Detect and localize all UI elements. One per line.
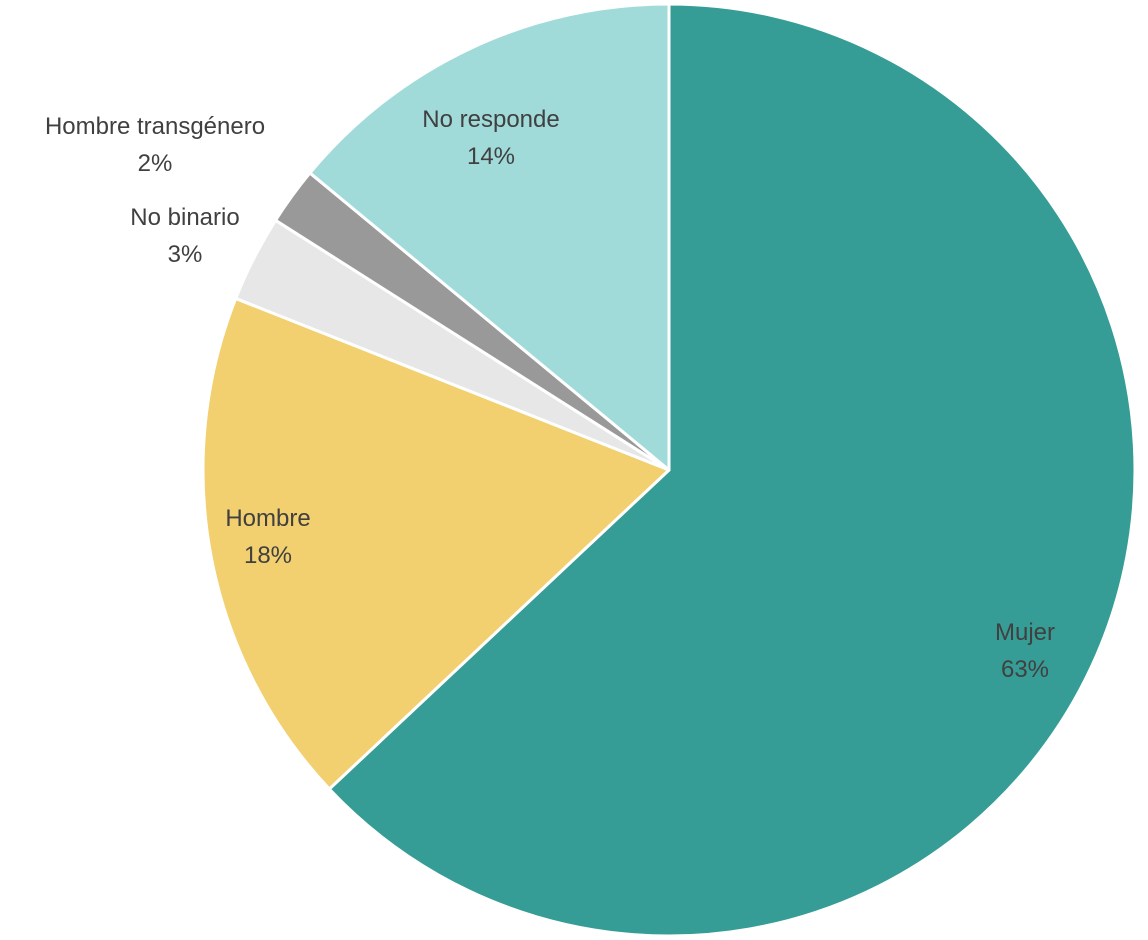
pie-slice-no-responde [308, 2, 671, 472]
pie-labels: Mujer 63% Hombre 18% No binario 3% Hombre tran… [45, 106, 1055, 683]
slice-label-no-responde: No responde [422, 106, 559, 133]
slice-percent-hombre: 18% [244, 542, 292, 569]
slice-percent-mujer: 63% [1001, 656, 1049, 683]
slice-label-no-binario: No binario [130, 204, 239, 231]
slice-label-mujer: Mujer [995, 619, 1055, 646]
slice-label-hombre-transgenero: Hombre transgénero [45, 113, 265, 140]
pie-slice-hombre [201, 296, 671, 791]
slice-label-hombre: Hombre [225, 505, 310, 532]
slice-percent-hombre-transgenero: 2% [138, 150, 173, 177]
slice-percent-no-binario: 3% [168, 241, 203, 268]
slice-percent-no-responde: 14% [467, 143, 515, 170]
pie-slices [201, 2, 1137, 938]
pie-slice-mujer [327, 2, 1137, 938]
